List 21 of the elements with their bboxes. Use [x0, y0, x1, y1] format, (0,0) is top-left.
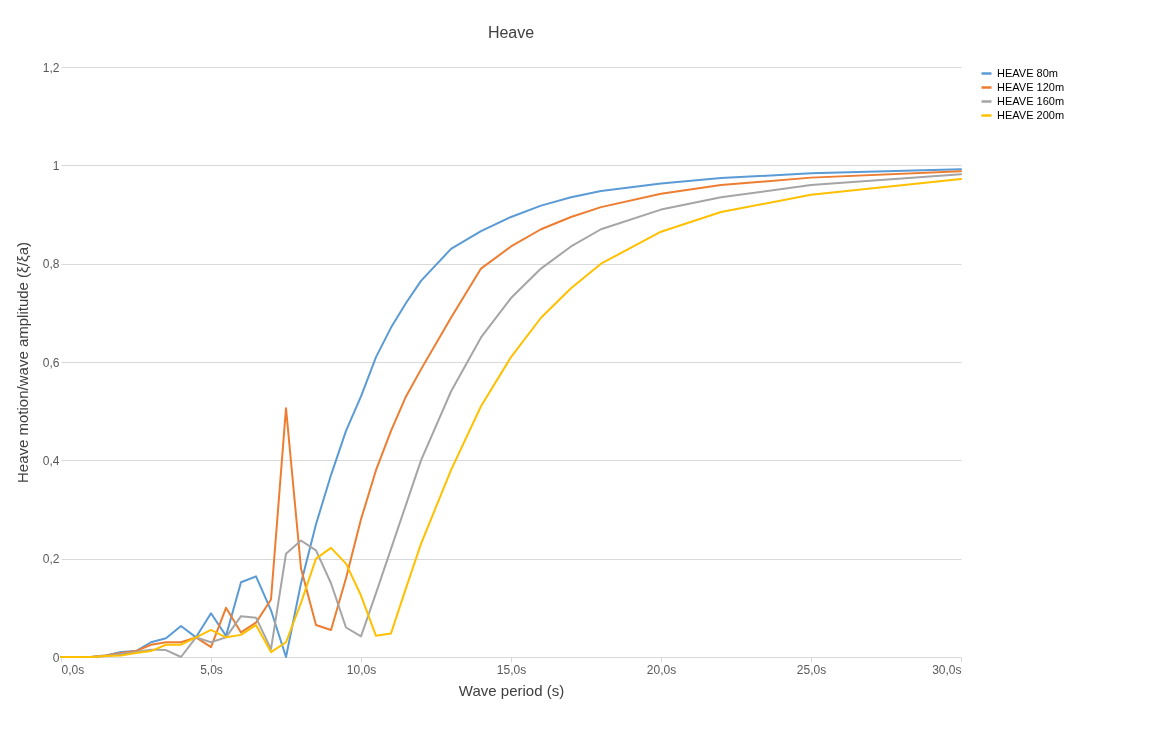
x-tick-label: 10,0s	[346, 662, 377, 677]
legend-label: HEAVE 80m	[997, 66, 1058, 79]
x-tick-label: 5,0s	[200, 662, 223, 677]
y-tick-label: 0,6	[42, 355, 60, 370]
x-tick-label: 25,0s	[796, 662, 827, 677]
y-axis-title: Heave motion/wave amplitude (ξ/ξa)	[13, 241, 31, 484]
legend-label: HEAVE 160m	[997, 94, 1065, 107]
chart-title: Heave	[487, 24, 535, 41]
x-tick-label: 0,0s	[61, 662, 85, 677]
x-axis-title: Wave period (s)	[458, 681, 565, 699]
legend-label: HEAVE 120m	[997, 80, 1065, 93]
y-tick-label: 0,8	[42, 257, 60, 272]
x-tick-label: 20,0s	[646, 662, 677, 677]
x-tick-label: 15,0s	[496, 662, 527, 677]
y-tick-label: 0	[52, 650, 60, 665]
y-tick-label: 1	[52, 158, 60, 173]
legend-label: HEAVE 200m	[997, 108, 1065, 121]
y-tick-label: 0,2	[42, 552, 60, 567]
x-tick-label: 30,0s	[932, 662, 962, 677]
y-tick-label: 0,4	[42, 453, 60, 468]
y-tick-label: 1,2	[42, 60, 60, 75]
